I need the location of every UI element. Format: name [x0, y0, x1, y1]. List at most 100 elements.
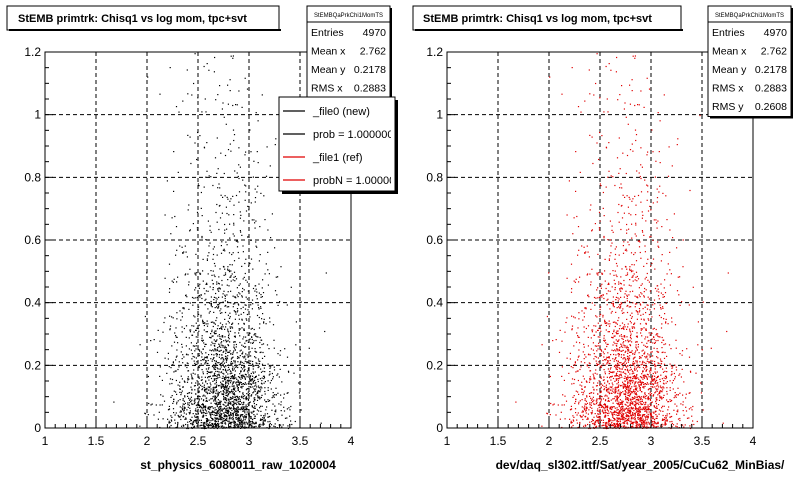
scatter-point	[631, 380, 633, 382]
scatter-point	[661, 398, 663, 400]
scatter-point	[218, 183, 220, 185]
scatter-point	[197, 416, 199, 418]
scatter-point	[240, 349, 242, 351]
scatter-point	[200, 363, 202, 365]
scatter-point	[232, 366, 234, 368]
scatter-point	[222, 196, 224, 198]
scatter-point	[192, 304, 194, 306]
scatter-point	[608, 412, 610, 414]
scatter-point	[194, 420, 196, 422]
scatter-point	[627, 419, 629, 421]
scatter-point	[214, 423, 216, 425]
scatter-point	[194, 316, 196, 318]
scatter-point	[263, 302, 265, 304]
scatter-point	[632, 423, 634, 425]
scatter-point	[254, 350, 256, 352]
scatter-point	[175, 391, 177, 393]
scatter-point	[185, 417, 187, 419]
scatter-point	[630, 377, 632, 379]
scatter-point	[228, 322, 230, 324]
scatter-point	[267, 269, 269, 271]
legend-entries: _file0 (new)prob = 1.000000_file1 (ref)p…	[283, 106, 391, 187]
scatter-point	[626, 368, 629, 370]
scatter-point	[657, 394, 659, 396]
scatter-point	[617, 390, 619, 392]
scatter-point	[658, 314, 661, 317]
scatter-point	[626, 379, 628, 381]
scatter-point	[648, 339, 650, 342]
scatter-point	[221, 423, 223, 425]
scatter-point	[212, 396, 214, 398]
scatter-point	[590, 399, 593, 401]
scatter-point	[614, 396, 616, 398]
scatter-point	[657, 404, 660, 406]
scatter-point	[654, 381, 656, 383]
scatter-point	[589, 378, 591, 380]
scatter-point	[205, 399, 208, 401]
scatter-point	[258, 410, 260, 412]
scatter-point	[602, 406, 604, 409]
scatter-point	[588, 381, 591, 383]
scatter-point	[227, 314, 229, 316]
scatter-point	[196, 406, 198, 408]
scatter-point	[182, 252, 184, 254]
scatter-point	[216, 317, 218, 319]
scatter-point	[597, 410, 599, 412]
scatter-point	[640, 382, 642, 384]
scatter-point	[572, 396, 574, 398]
scatter-point	[223, 393, 225, 395]
scatter-point	[271, 409, 273, 411]
scatter-point	[260, 351, 262, 353]
scatter-point	[187, 209, 189, 211]
scatter-point	[228, 422, 231, 424]
scatter-point	[242, 407, 244, 410]
scatter-point	[223, 390, 225, 392]
scatter-point	[262, 422, 264, 425]
scatter-point	[164, 317, 166, 319]
scatter-point	[642, 313, 644, 315]
scatter-point	[637, 382, 639, 384]
scatter-point	[626, 300, 628, 302]
scatter-point	[227, 420, 229, 422]
scatter-point	[252, 341, 254, 344]
scatter-point	[619, 307, 621, 309]
scatter-point	[629, 351, 631, 353]
scatter-point	[616, 360, 618, 362]
scatter-point	[225, 392, 227, 394]
scatter-point	[240, 422, 242, 424]
scatter-point	[603, 340, 606, 342]
scatter-point	[234, 303, 236, 305]
scatter-point	[215, 386, 217, 388]
scatter-point	[646, 410, 648, 412]
scatter-point	[197, 97, 199, 99]
scatter-point	[227, 198, 229, 200]
scatter-point	[238, 90, 240, 92]
scatter-point	[240, 418, 242, 420]
scatter-point	[223, 116, 225, 118]
scatter-point	[635, 341, 637, 343]
scatter-point	[634, 295, 636, 297]
scatter-point	[244, 360, 246, 362]
scatter-point	[223, 398, 225, 400]
scatter-point	[205, 239, 207, 241]
scatter-point	[617, 363, 619, 365]
scatter-point	[242, 426, 244, 428]
scatter-point	[644, 426, 646, 428]
scatter-point	[252, 366, 254, 368]
scatter-point	[186, 362, 188, 364]
scatter-point	[604, 410, 606, 412]
scatter-point	[591, 268, 593, 270]
scatter-point	[224, 378, 226, 380]
scatter-point	[614, 283, 616, 285]
scatter-point	[223, 290, 225, 292]
scatter-point	[651, 401, 653, 403]
scatter-point	[238, 314, 240, 316]
scatter-point	[245, 346, 247, 348]
scatter-point	[618, 389, 620, 391]
scatter-point	[202, 348, 204, 350]
scatter-point	[620, 423, 622, 425]
scatter-point	[176, 355, 178, 357]
scatter-point	[630, 393, 632, 395]
scatter-point	[238, 356, 240, 359]
scatter-point	[254, 197, 257, 199]
